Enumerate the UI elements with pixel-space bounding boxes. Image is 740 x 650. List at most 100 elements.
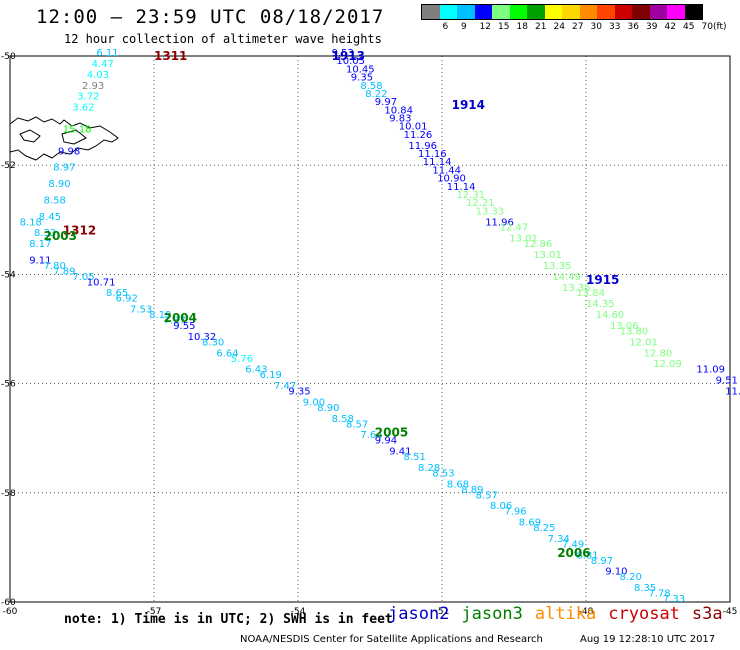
lon-tick-label: -60 (3, 607, 18, 617)
satellite-name-jason3: jason3 (461, 604, 523, 624)
wave-height-label: 7.33 (663, 594, 685, 605)
legend-swatch (439, 5, 457, 19)
wave-height-label: 13.06 (610, 321, 639, 332)
wave-height-label: 7.78 (648, 589, 670, 600)
lat-tick-label: -52 (1, 161, 16, 171)
wave-height-label: 10.71 (87, 277, 116, 288)
lon-tick-label: -57 (147, 607, 162, 617)
legend-label: 12 (479, 22, 491, 32)
wave-height-label: 8.28 (418, 463, 440, 474)
wave-height-label: 8.58 (44, 195, 66, 206)
legend-swatch (667, 5, 685, 19)
legend-swatch (492, 5, 510, 19)
wave-height-label: 11.16 (418, 149, 447, 160)
wave-height-label: 11. (725, 387, 740, 398)
legend-swatch (614, 5, 632, 19)
wave-height-label: 8.25 (533, 523, 555, 534)
altimeter-track-points: 6.114.474.032.933.723.62 15.18 9.98 8.97 8.9… (20, 48, 740, 605)
wave-height-label: 13.35 (543, 261, 572, 272)
lon-tick-label: -45 (723, 607, 738, 617)
wave-height-label: 9.55 (173, 321, 195, 332)
wave-height-label: 8.57 (476, 490, 498, 501)
legend-swatch (457, 5, 475, 19)
wave-height-label: 11.96 (485, 217, 514, 228)
legend-label: 27 (572, 22, 584, 32)
wave-height-label: 8.58 (332, 414, 354, 425)
satellite-name-cryosat: cryosat (608, 604, 680, 624)
lat-tick-label: -54 (1, 270, 16, 280)
lon-tick-label: -48 (579, 607, 594, 617)
legend-swatch (474, 5, 492, 19)
wave-height-label: 12.09 (653, 359, 682, 370)
wave-height-label: 14.60 (596, 310, 625, 321)
wave-height-label: 7.53 (130, 305, 152, 316)
lat-tick-label: -50 (1, 52, 16, 62)
wave-height-label: 8.33 (34, 228, 56, 239)
wave-height-label: 11.96 (408, 141, 437, 152)
map-frame (9, 55, 731, 603)
legend-swatch (509, 5, 527, 19)
wave-height-label: 2.93 (82, 81, 104, 92)
wave-height-label: 8.22 (365, 89, 387, 100)
wave-height-label: 9.83 (389, 114, 411, 125)
lat-tick-label: -58 (1, 489, 16, 499)
legend-swatch (684, 5, 702, 19)
wave-height-label: 8.69 (519, 518, 541, 529)
timestamp-text: Aug 19 12:28:10 UTC 2017 (580, 634, 716, 645)
wave-height-label: 6.92 (116, 294, 138, 305)
legend-swatch (597, 5, 615, 19)
wave-height-label: 9.51 (716, 376, 738, 387)
wave-height-label: 11.14 (423, 157, 452, 168)
wave-height-label: 14.49 (552, 272, 581, 283)
wave-height-label: 6.11 (96, 48, 118, 59)
legend-swatch (562, 5, 580, 19)
wave-height-label: 5.76 (231, 354, 253, 365)
satellite-name-s3a: s3a (691, 604, 723, 624)
wave-height-label: 9.94 (375, 436, 397, 447)
satellite-legend: jason2 jason3 altika cryosat s3a (388, 604, 723, 624)
wave-height-label: 9.10 (605, 567, 627, 578)
wave-height-label: 11.44 (432, 165, 461, 176)
legend-swatch (527, 5, 545, 19)
lon-tick-label: -51 (435, 607, 450, 617)
pass-time-label: 2005 (375, 426, 408, 440)
wave-height-label: 13.01 (509, 234, 538, 245)
legend-label: 45 (683, 22, 695, 32)
wave-height-label: 8.30 (202, 337, 224, 348)
legend-unit: (ft) (713, 22, 727, 32)
wave-height-label: 9.41 (389, 447, 411, 458)
wave-height-label: 3.72 (77, 92, 99, 103)
wave-height-label: 11.14 (447, 182, 476, 193)
wave-height-label: 8.18 (20, 217, 42, 228)
legend-label: 9 (461, 22, 467, 32)
wave-height-label: 6.64 (216, 348, 238, 359)
legend-labels: 6 9 12 15 18 21 24 27 30 33 36 39 42 45 70 (ft) (421, 20, 727, 34)
satellite-name-jason2: jason2 (388, 604, 450, 624)
lon-tick-label: -54 (291, 607, 306, 617)
legend-swatch (632, 5, 650, 19)
wave-height-label: 3.62 (72, 103, 94, 114)
wave-height-label: 6.19 (260, 370, 282, 381)
wave-height-label: 14.35 (586, 299, 615, 310)
wave-height-label: 4.03 (87, 70, 109, 81)
wave-height-label: 8.20 (620, 572, 642, 583)
wave-height-label: 12.86 (524, 239, 553, 250)
pass-time-label: 2003 (44, 229, 77, 243)
legend-label: 6 (442, 22, 449, 32)
wave-height-label: 9.35 (351, 73, 373, 84)
credit-text: NOAA/NESDIS Center for Satellite Applica… (240, 634, 543, 645)
lat-tick-label: -60 (1, 598, 16, 608)
wave-height-label: 10.90 (437, 174, 466, 185)
wave-height-label: 6.43 (245, 365, 267, 376)
pass-time-label: 1914 (452, 98, 485, 112)
lat-tick-label: -56 (1, 380, 16, 390)
wave-height-label: 10.84 (384, 105, 413, 116)
wave-height-label: 7.49 (562, 539, 584, 550)
wave-height-label: 10.05 (336, 56, 365, 67)
pass-time-label: 1311 (154, 49, 187, 63)
legend-swatches (421, 4, 703, 20)
wave-height-label: 11.09 (696, 365, 725, 376)
wave-height-label: 7.05 (72, 272, 94, 283)
